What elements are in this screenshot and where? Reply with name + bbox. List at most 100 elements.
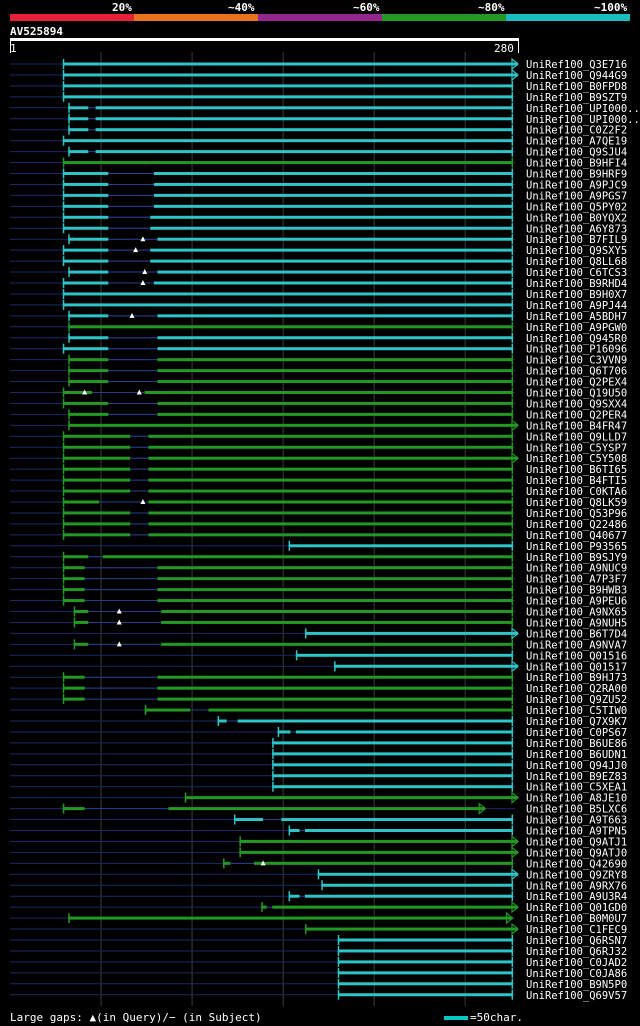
hit-label: UniRef100_B0FPD8: [526, 81, 627, 93]
hit-bar: [150, 248, 513, 252]
hit-label: UniRef100_Q01517: [526, 661, 627, 673]
hit-label: UniRef100_Q9ZRY8: [526, 869, 627, 881]
hit-bar: [62, 478, 131, 482]
hit-label: UniRef100_Q9SJU4: [526, 147, 627, 159]
scale-bar: [444, 1016, 468, 1020]
hit-label: UniRef100_Q9ATJ0: [526, 847, 627, 859]
hit-label: UniRef100_A9NVA7: [526, 639, 627, 651]
hit-label: UniRef100_Q3E716: [526, 59, 627, 71]
hit-label: UniRef100_Q94JJ0: [526, 760, 627, 772]
hit-start-tick: [62, 595, 65, 606]
hit-start-tick: [62, 168, 65, 179]
hit-bar: [73, 610, 89, 613]
hit-start-tick: [288, 540, 291, 551]
hit-start-tick: [184, 792, 187, 803]
hit-start-tick: [334, 661, 336, 672]
hit-label: UniRef100_Q9ZU52: [526, 694, 627, 706]
hit-bar: [153, 204, 513, 208]
hit-end-tick: [511, 256, 514, 267]
hit-start-tick: [62, 343, 65, 354]
hit-end-tick: [511, 234, 514, 245]
hit-end-tick: [511, 464, 514, 475]
hit-bar: [68, 150, 89, 154]
hit-bar: [62, 533, 131, 537]
hit-bar: [148, 489, 513, 493]
hit-start-tick: [62, 431, 65, 442]
hit-label: UniRef100_B6T7D4: [526, 628, 627, 640]
hit-label: UniRef100_B7FIL9: [526, 234, 627, 246]
hit-label: UniRef100_Q9ATJ1: [526, 836, 627, 848]
hit-start-tick: [272, 737, 274, 748]
hit-start-tick: [261, 902, 263, 913]
query-gap-marker: [133, 247, 139, 253]
hit-bar: [62, 599, 85, 603]
hit-start-tick: [68, 124, 70, 135]
hit-label: UniRef100_B9H0X7: [526, 289, 627, 301]
hit-start-tick: [68, 376, 70, 387]
hit-bar: [62, 193, 109, 197]
hit-label: UniRef100_C6TCS3: [526, 267, 627, 279]
hit-end-tick: [511, 486, 514, 497]
hit-end-tick: [511, 124, 514, 135]
hit-bar: [148, 522, 513, 526]
hit-label: UniRef100_C0KTA6: [526, 486, 627, 498]
hit-start-tick: [68, 234, 70, 245]
hit-bar: [68, 314, 109, 318]
hit-start-tick: [62, 694, 65, 705]
hit-bar: [68, 369, 109, 373]
hit-bar: [68, 336, 109, 340]
scale-start-label: 1: [10, 42, 17, 55]
hit-bar: [62, 172, 109, 175]
hit-label: UniRef100_Q945R0: [526, 333, 627, 345]
hit-bar: [157, 358, 513, 362]
hit-start-tick: [217, 716, 220, 726]
hit-bar: [62, 226, 109, 230]
hit-start-tick: [272, 748, 274, 759]
hit-label: UniRef100_B6UDN1: [526, 749, 627, 761]
hit-bar: [148, 511, 513, 515]
hit-start-tick: [62, 80, 65, 91]
hit-start-tick: [277, 726, 280, 737]
hit-start-tick: [62, 529, 65, 540]
hit-end-tick: [511, 497, 514, 507]
hit-start-tick: [62, 190, 65, 201]
hit-start-tick: [304, 924, 307, 935]
hit-start-tick: [68, 102, 70, 113]
hit-label: UniRef100_Q8LL68: [526, 256, 627, 268]
hit-label: UniRef100_A9TPN5: [526, 826, 627, 838]
hit-start-tick: [272, 770, 274, 781]
hit-end-tick: [511, 354, 514, 365]
hit-label: UniRef100_B4FR47: [526, 420, 627, 432]
hit-label: UniRef100_A6Y873: [526, 223, 627, 235]
hit-end-tick: [511, 245, 514, 256]
hit-bar: [62, 697, 85, 701]
hit-bar: [233, 818, 264, 822]
hit-end-tick: [511, 562, 514, 573]
hit-bar: [239, 839, 518, 843]
hit-start-tick: [304, 628, 307, 639]
hit-label: UniRef100_A7QE19: [526, 136, 627, 148]
hit-start-tick: [337, 978, 340, 989]
hit-end-arrow: [511, 419, 519, 432]
hit-label: UniRef100_Q2PER4: [526, 409, 627, 421]
hit-end-tick: [511, 540, 514, 551]
hit-bar: [62, 511, 131, 515]
hit-bar: [337, 938, 513, 942]
hit-start-tick: [73, 639, 76, 650]
hit-start-tick: [62, 507, 65, 518]
hit-bar: [208, 708, 513, 712]
hit-bar: [62, 204, 109, 208]
query-gap-marker: [260, 860, 266, 866]
hit-start-tick: [68, 332, 70, 343]
hit-label: UniRef100_Q69V57: [526, 990, 627, 1002]
hit-label: UniRef100_C0JA86: [526, 968, 627, 980]
hit-label: UniRef100_B5LXC6: [526, 804, 627, 816]
hit-bar: [217, 719, 227, 723]
hit-bar: [148, 533, 513, 537]
hit-label: UniRef100_A8JE10: [526, 793, 627, 805]
query-gap-marker: [116, 641, 122, 647]
hit-end-tick: [511, 190, 514, 201]
hit-label: UniRef100_B4FTI5: [526, 475, 627, 487]
hit-label: UniRef100_B9HFI4: [526, 158, 627, 170]
